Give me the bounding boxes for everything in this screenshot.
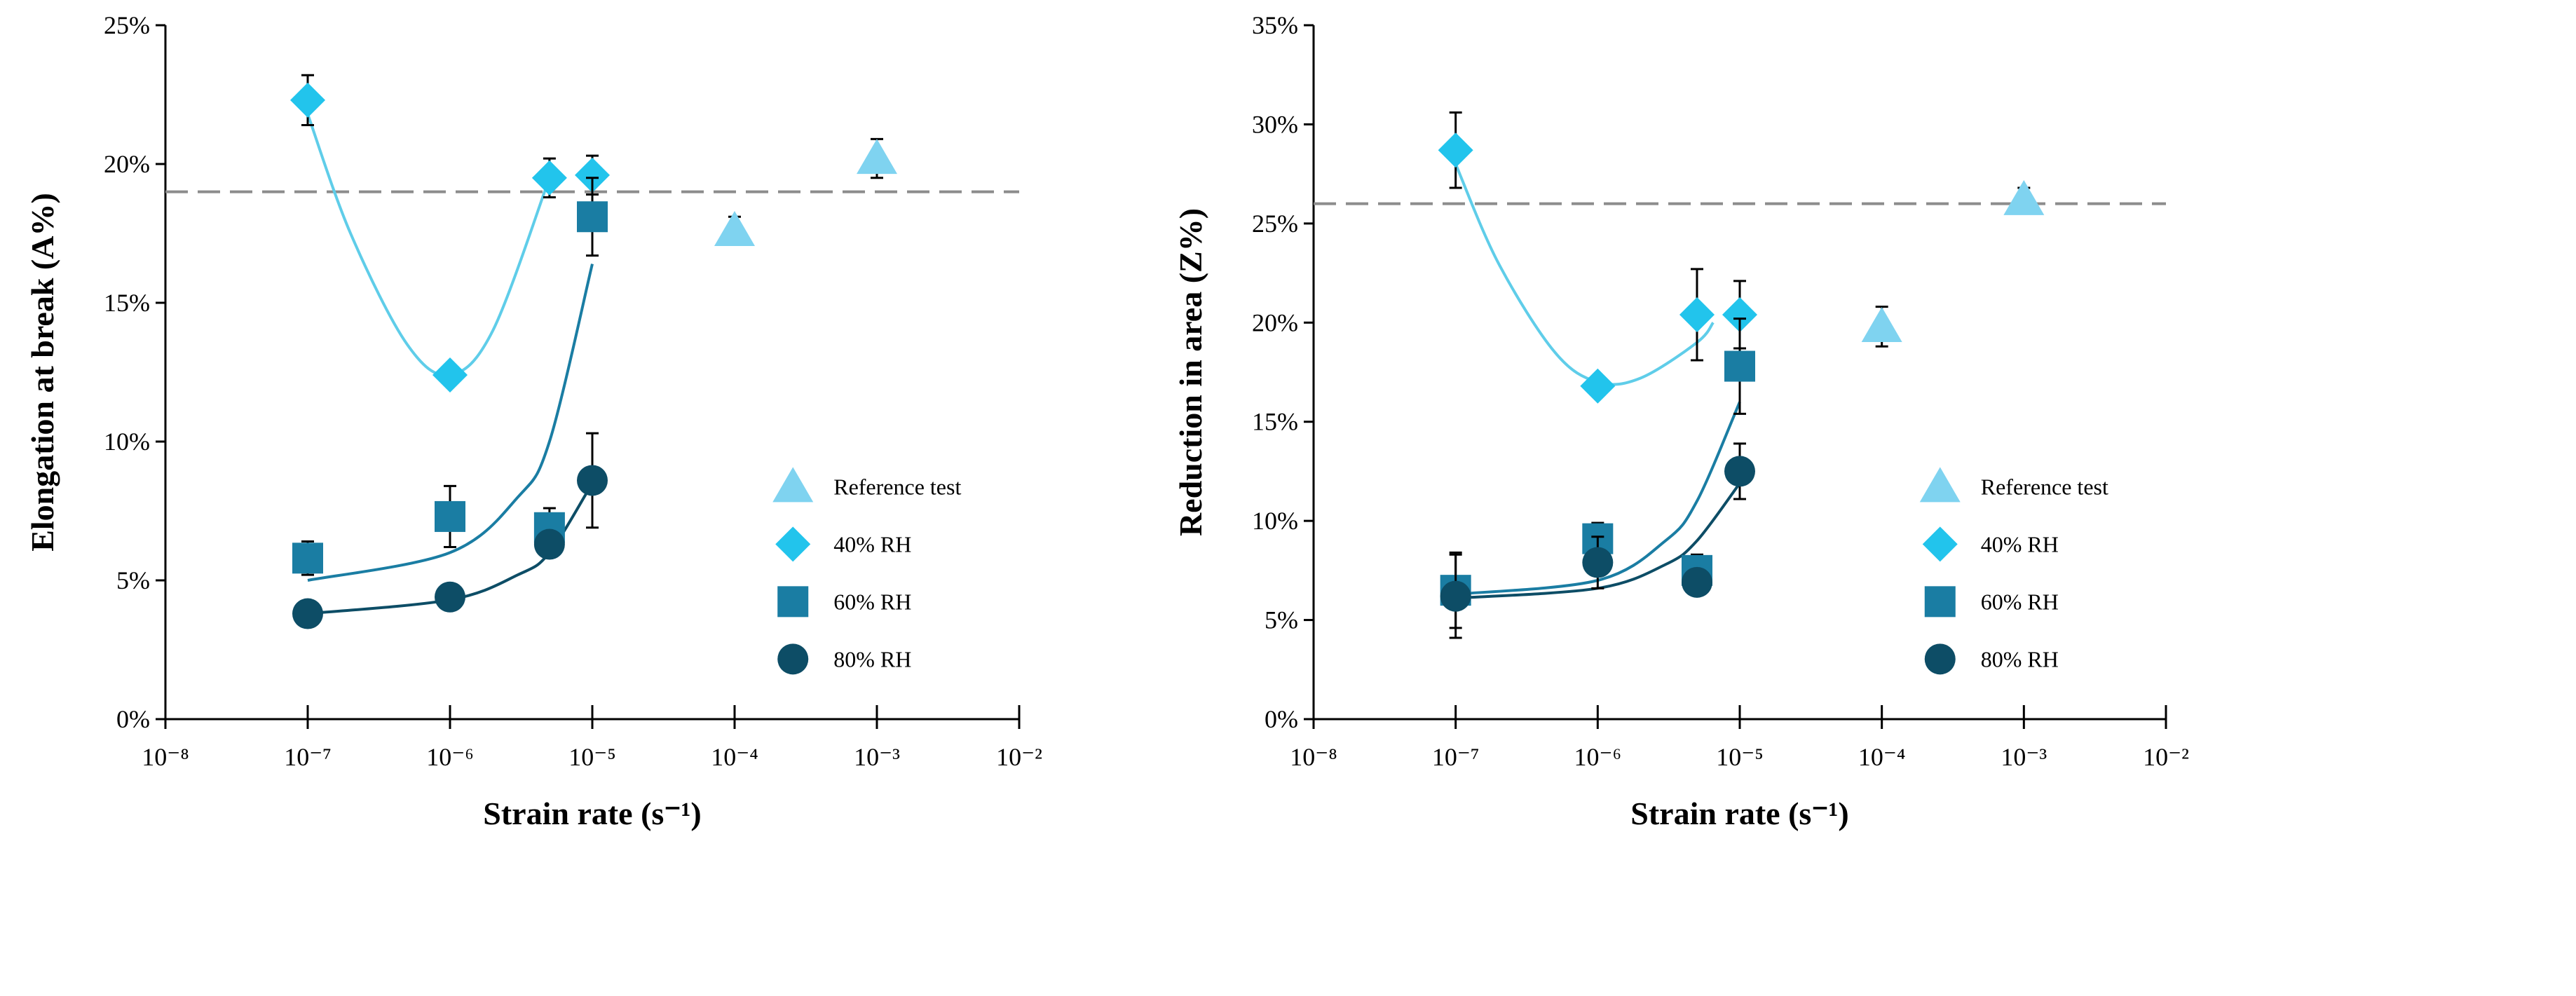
y-tick-label: 5% bbox=[116, 566, 150, 594]
legend-label: Reference test bbox=[833, 474, 961, 499]
data-point bbox=[292, 543, 323, 574]
data-point bbox=[714, 211, 755, 247]
y-tick-label: 15% bbox=[1252, 408, 1298, 436]
legend-marker bbox=[1919, 467, 1961, 503]
x-tick-label: 10⁻⁷ bbox=[1432, 743, 1480, 771]
y-tick-label: 10% bbox=[104, 428, 150, 456]
data-point bbox=[1681, 566, 1712, 598]
data-point bbox=[1580, 368, 1616, 404]
legend-marker bbox=[777, 643, 809, 675]
data-point bbox=[577, 465, 608, 496]
legend-label: 60% RH bbox=[1981, 589, 2059, 614]
data-point bbox=[1861, 306, 1902, 342]
legend-marker bbox=[1924, 586, 1956, 618]
x-tick-label: 10⁻⁸ bbox=[1290, 743, 1337, 771]
fit-curve bbox=[1455, 401, 1741, 596]
x-tick-label: 10⁻⁶ bbox=[426, 743, 474, 771]
data-point bbox=[857, 139, 897, 175]
x-tick-label: 10⁻³ bbox=[2001, 743, 2047, 771]
data-point bbox=[1440, 580, 1471, 612]
y-tick-label: 10% bbox=[1252, 507, 1298, 535]
data-point bbox=[1724, 350, 1755, 382]
legend-marker bbox=[777, 586, 809, 618]
y-tick-label: 35% bbox=[1252, 11, 1298, 39]
legend-label: 60% RH bbox=[833, 589, 911, 614]
y-tick-label: 15% bbox=[104, 289, 150, 317]
fit-curve bbox=[1455, 482, 1741, 600]
x-axis-title: Strain rate (s⁻¹) bbox=[483, 796, 701, 831]
legend-marker bbox=[775, 526, 811, 562]
legend-marker bbox=[772, 467, 814, 503]
x-tick-label: 10⁻⁷ bbox=[284, 743, 332, 771]
chart-panel: 0% 5% 10% 15% 20% 25% 10⁻⁸ 10⁻⁷ 10⁻⁶ 10⁻⁵ 10⁻⁴ 10⁻³… bbox=[25, 11, 1042, 831]
data-point bbox=[435, 581, 465, 613]
x-tick-label: 10⁻⁴ bbox=[711, 743, 758, 771]
legend-label: 40% RH bbox=[1981, 531, 2059, 557]
y-tick-label: 5% bbox=[1265, 606, 1298, 634]
legend-label: 40% RH bbox=[833, 531, 911, 557]
x-tick-label: 10⁻³ bbox=[854, 743, 900, 771]
x-axis-title: Strain rate (s⁻¹) bbox=[1630, 796, 1848, 831]
y-tick-label: 20% bbox=[104, 150, 150, 178]
data-point bbox=[2003, 179, 2045, 215]
data-point bbox=[575, 157, 610, 193]
fit-curve bbox=[1454, 163, 1715, 386]
data-point bbox=[1582, 547, 1614, 578]
data-point bbox=[531, 160, 567, 196]
data-point bbox=[1722, 296, 1757, 332]
data-point bbox=[533, 528, 565, 560]
data-point bbox=[1438, 132, 1473, 168]
data-point bbox=[432, 357, 468, 393]
fit-curve bbox=[307, 264, 594, 582]
data-point bbox=[1679, 296, 1715, 332]
data-point bbox=[290, 82, 325, 118]
x-tick-label: 10⁻² bbox=[996, 743, 1042, 771]
y-axis-title: Reduction in area (Z%) bbox=[1173, 208, 1208, 536]
fit-curve bbox=[306, 114, 551, 377]
y-axis-title: Elongation at break (A%) bbox=[25, 193, 60, 552]
chart-panel: 0% 5% 10% 15% 20% 25% 30% 35% 10⁻⁸ 10⁻⁷ 10⁻⁶ 10⁻⁵ 10… bbox=[1173, 11, 2189, 831]
y-tick-label: 25% bbox=[104, 11, 150, 39]
y-tick-label: 0% bbox=[1265, 705, 1298, 733]
data-point bbox=[577, 201, 608, 233]
data-point bbox=[1724, 456, 1755, 487]
legend-label: Reference test bbox=[1981, 474, 2108, 499]
legend-label: 80% RH bbox=[833, 646, 911, 671]
x-tick-label: 10⁻⁵ bbox=[1716, 743, 1764, 771]
legend-marker bbox=[1922, 526, 1958, 562]
y-tick-label: 25% bbox=[1252, 210, 1298, 238]
x-tick-label: 10⁻⁸ bbox=[142, 743, 189, 771]
x-tick-label: 10⁻⁴ bbox=[1858, 743, 1906, 771]
y-tick-label: 0% bbox=[116, 705, 150, 733]
x-tick-label: 10⁻⁶ bbox=[1574, 743, 1622, 771]
y-tick-label: 20% bbox=[1252, 308, 1298, 336]
legend-marker bbox=[1924, 643, 1956, 675]
y-tick-label: 30% bbox=[1252, 110, 1298, 138]
data-point bbox=[435, 500, 465, 532]
x-tick-label: 10⁻² bbox=[2143, 743, 2189, 771]
data-point bbox=[292, 598, 323, 629]
legend-label: 80% RH bbox=[1981, 646, 2059, 671]
x-tick-label: 10⁻⁵ bbox=[568, 743, 616, 771]
